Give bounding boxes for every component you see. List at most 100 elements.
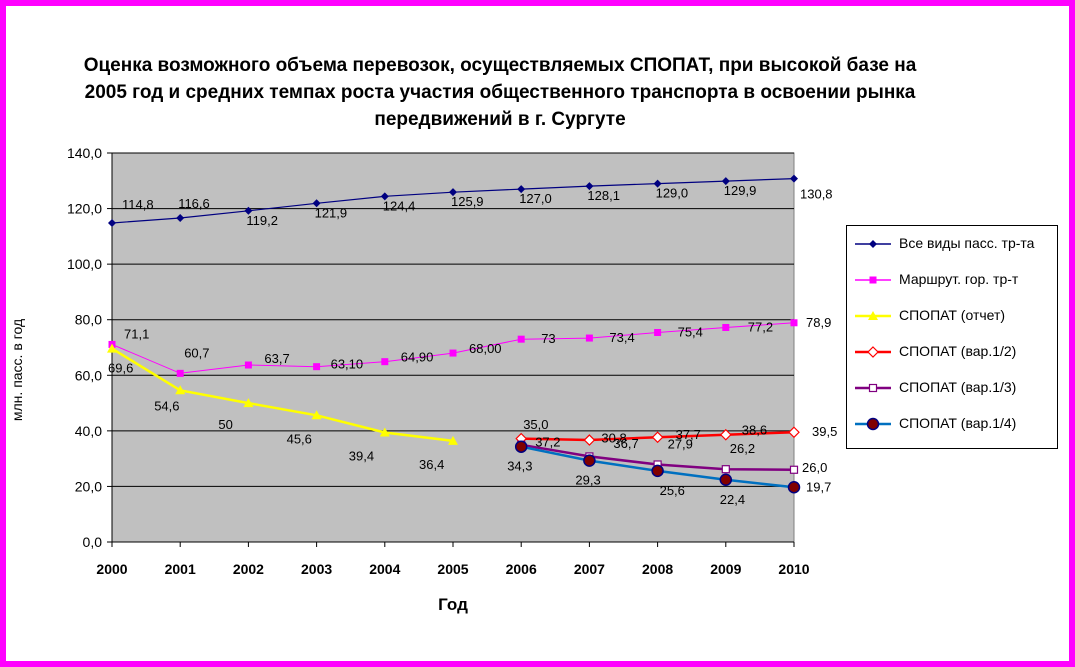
data-point [107,343,117,353]
data-point [176,369,184,377]
chart-title: Оценка возможного объема перевозок, осущ… [83,55,917,130]
legend-item: СПОПАТ (вар.1/3) [847,378,1057,398]
x-tick-label: 2001 [165,561,196,577]
data-point [583,454,596,467]
data-label: 64,90 [401,350,434,365]
data-point [313,363,321,371]
data-point [721,177,730,186]
data-label: 36,4 [419,457,444,472]
data-label: 54,6 [154,398,179,413]
data-label: 34,3 [507,459,532,474]
data-label: 119,2 [246,213,278,228]
data-label: 50 [218,417,232,432]
legend: Все виды пасс. тр-та Маршрут. гор. тр-т СП… [846,225,1058,449]
data-point [787,481,801,494]
data-point [381,358,389,366]
y-axis-title: млн. пасс. в год [9,319,25,421]
axes: 0,0 20,0 40,0 60,0 80,0 100,0 120,0 140,0 2000 20… [67,145,810,577]
data-label: 26,2 [730,441,755,456]
data-point [788,426,800,439]
legend-swatch [855,240,891,248]
data-label: 30,8 [601,430,626,445]
data-point [243,398,254,408]
x-tick-label: 2004 [369,561,400,577]
legend-item: Все виды пасс. тр-та [847,234,1057,254]
data-point [721,465,730,474]
series-line [111,347,454,443]
legend-label: СПОПАТ (отчет) [899,307,1006,323]
data-point [867,346,879,358]
data-label: 73 [541,331,555,346]
x-tick-label: 2003 [301,561,332,577]
data-label: 39,5 [812,424,837,439]
x-tick-label: 2002 [233,561,264,577]
x-tick-label: 2005 [437,561,468,577]
data-point [790,319,798,327]
gridlines [112,152,794,487]
data-point [866,417,880,431]
data-point [449,188,457,197]
data-point [585,334,593,342]
y-tick-label: 80,0 [75,312,102,328]
data-point [651,464,664,478]
data-label: 37,7 [676,427,701,442]
data-label: 130,8 [800,187,833,202]
x-tick-label: 2009 [710,561,741,577]
plot-area [111,152,795,543]
data-label: 73,4 [609,330,634,345]
data-label: 128,1 [587,188,620,203]
x-tick-label: 2000 [96,561,127,577]
data-label: 39,4 [349,449,374,464]
x-tick-label: 2007 [574,561,605,577]
data-label: 127,0 [519,191,552,206]
data-label: 37,2 [535,435,560,450]
data-point [583,434,596,446]
y-tick-label: 20,0 [75,478,102,494]
legend-item: Маршрут. гор. тр-т [847,270,1057,290]
y-tick-label: 140,0 [67,145,102,161]
y-tick-label: 100,0 [67,256,102,272]
data-label: 35,0 [523,417,548,432]
data-point [380,192,389,201]
data-point [448,435,458,445]
data-point [790,174,798,183]
data-label: 68,00 [469,341,502,356]
data-label: 121,9 [315,205,348,220]
data-point [719,428,732,441]
data-label: 116,6 [178,196,210,211]
data-point [868,311,878,320]
data-label: 69,6 [108,361,133,376]
x-tick-label: 2006 [506,561,537,577]
legend-label: СПОПАТ (вар.1/4) [899,415,1017,431]
data-point [379,427,390,437]
data-point [869,240,877,248]
data-point [654,328,662,336]
data-point [449,349,457,357]
data-point [868,383,878,393]
data-point [869,276,877,284]
data-point [585,182,594,191]
data-label: 129,9 [724,183,757,198]
legend-label: СПОПАТ (вар.1/2) [899,343,1017,359]
data-label: 25,6 [660,483,685,498]
legend-swatch [855,311,891,320]
data-point [108,219,116,228]
data-label: 124,4 [383,198,416,213]
data-point [175,385,186,395]
data-label: 19,7 [806,479,831,494]
data-label: 36,7 [613,436,638,451]
y-tick-label: 120,0 [67,201,102,217]
data-label: 29,3 [575,473,600,488]
legend-label: Маршрут. гор. тр-т [899,271,1019,287]
data-point [517,335,525,343]
y-tick-label: 40,0 [75,423,102,439]
data-label: 63,7 [264,351,289,366]
series-group [107,174,801,494]
legend-swatch [855,417,891,431]
legend-swatch [855,346,891,358]
data-label: 45,6 [287,431,312,446]
data-point [651,431,664,444]
legend-item: СПОПАТ (вар.1/2) [847,342,1057,362]
data-labels: 114,8 116,6 119,2 121,9 124,4 125,9 127,0 128,1… [108,183,837,507]
